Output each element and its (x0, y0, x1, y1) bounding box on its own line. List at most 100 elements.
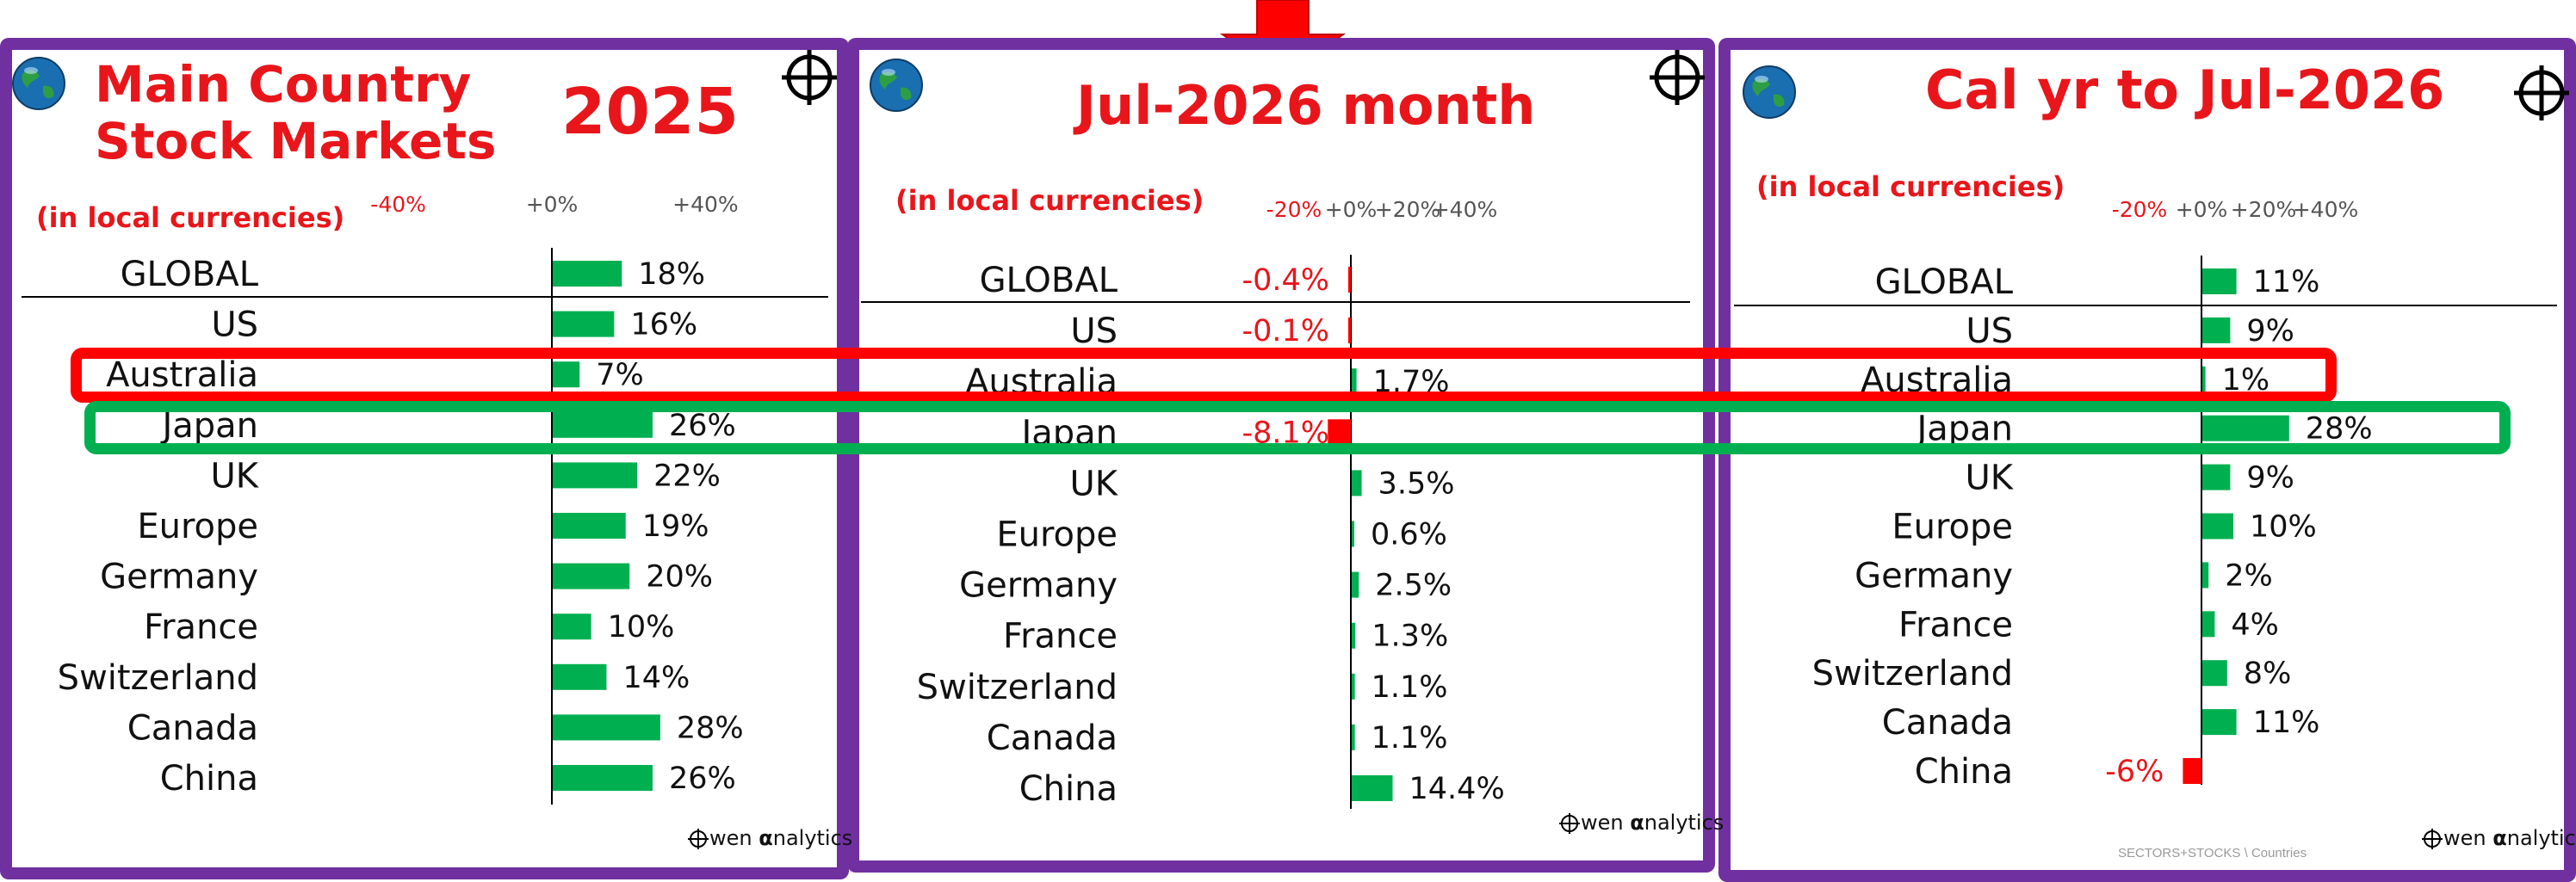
category-label: France (144, 608, 258, 647)
bar (1352, 775, 1393, 801)
data-label: 28% (677, 711, 744, 745)
bar (553, 361, 580, 388)
bar (2202, 709, 2237, 736)
bar (1348, 267, 1351, 293)
tick-label: +0% (1325, 197, 1378, 222)
panel-jul-2026-month (847, 38, 1715, 873)
category-label: GLOBAL (980, 261, 1118, 300)
data-label: 10% (2250, 510, 2317, 545)
japan-highlight-box (84, 401, 2511, 454)
data-label: -6% (2105, 755, 2164, 789)
tick-label: +20% (2231, 197, 2297, 222)
data-label: 9% (2246, 314, 2294, 348)
panel2-subtitle: (in local currencies) (895, 184, 1204, 217)
australia-highlight-box (71, 348, 2337, 403)
bar (553, 714, 660, 741)
bar (1352, 622, 1356, 649)
category-label: UK (1069, 464, 1118, 503)
bar (1352, 724, 1355, 750)
category-label: France (1003, 617, 1118, 657)
brand-suffix: nalytics (1644, 811, 1725, 835)
panel3-footnote: SECTORS+STOCKS \ Countries (2118, 846, 2307, 860)
category-label: Europe (996, 515, 1118, 555)
bar (2183, 758, 2201, 784)
bar (2202, 660, 2227, 687)
brand-alpha: α (759, 826, 773, 850)
panel1-title-line2: Stock Markets (95, 112, 497, 170)
tick-label: +40% (2293, 197, 2359, 222)
data-label: 16% (630, 308, 697, 342)
data-label: 9% (2246, 461, 2294, 496)
data-label: 19% (642, 509, 709, 544)
category-label: GLOBAL (1875, 262, 2014, 302)
brand-suffix: nalytics (2506, 826, 2576, 850)
brand-suffix: nalytics (772, 826, 853, 850)
tick-label: +0% (526, 192, 579, 217)
category-label: Canada (127, 708, 258, 748)
panel2-title: Jul-2026 month (1076, 74, 1536, 137)
category-label: Europe (1892, 508, 2013, 547)
category-label: Canada (1882, 703, 2013, 743)
data-label: 3.5% (1378, 466, 1455, 501)
globe-icon (870, 59, 923, 112)
data-label: 18% (638, 257, 705, 292)
panel1-subtitle: (in local currencies) (36, 201, 345, 234)
category-label: Switzerland (58, 658, 258, 698)
category-label: UK (210, 456, 259, 496)
category-label: US (211, 305, 258, 345)
data-label: 1.3% (1372, 620, 1448, 654)
bar (2202, 415, 2289, 441)
data-label: 14.4% (1409, 772, 1505, 806)
panel3-title: Cal yr to Jul-2026 (1925, 59, 2445, 121)
brand-prefix: wen (2443, 826, 2493, 850)
data-label: 1.1% (1372, 670, 1448, 705)
brand-prefix: wen (709, 826, 759, 850)
bar (2202, 464, 2231, 490)
category-label: China (1019, 769, 1118, 809)
bar (553, 261, 622, 287)
data-label: 2% (2225, 558, 2273, 593)
category-label: Europe (137, 507, 258, 546)
category-label: Canada (987, 719, 1118, 758)
bar (553, 513, 626, 539)
data-label: 26% (669, 762, 736, 796)
bar (553, 563, 630, 589)
tick-label: -40% (370, 192, 426, 217)
brand-alpha: α (2492, 826, 2507, 850)
data-label: 4% (2231, 608, 2279, 642)
crosshair-icon (782, 50, 837, 105)
crosshair-icon (2422, 829, 2443, 849)
data-label: 0.6% (1371, 518, 1447, 552)
bar (553, 614, 591, 640)
data-label: -0.1% (1242, 314, 1329, 348)
panel3-brand: wen αnalytics (2421, 826, 2576, 850)
category-label: Germany (959, 566, 1118, 606)
tick-label: -20% (1266, 197, 1322, 222)
globe-icon (12, 57, 65, 110)
bar (1352, 673, 1355, 700)
data-label: 26% (669, 409, 736, 443)
tick-label: +0% (2176, 197, 2228, 222)
bar (1352, 571, 1359, 598)
bar (2202, 513, 2233, 540)
bar (2202, 562, 2209, 589)
data-label: 8% (2244, 657, 2292, 691)
bar (1328, 419, 1351, 446)
category-label: US (1966, 311, 2013, 351)
bar (1352, 368, 1357, 395)
category-label: UK (1965, 459, 2014, 498)
data-label: 20% (646, 560, 713, 595)
bar (553, 411, 653, 438)
bar (553, 462, 638, 489)
bar (1348, 318, 1351, 344)
category-label: China (1915, 752, 2013, 792)
crosshair-icon (688, 829, 709, 849)
category-label: GLOBAL (121, 255, 259, 294)
crosshair-icon (2514, 65, 2569, 120)
data-label: 2.5% (1375, 569, 1452, 603)
bar (1352, 521, 1354, 547)
category-label: China (160, 759, 258, 799)
